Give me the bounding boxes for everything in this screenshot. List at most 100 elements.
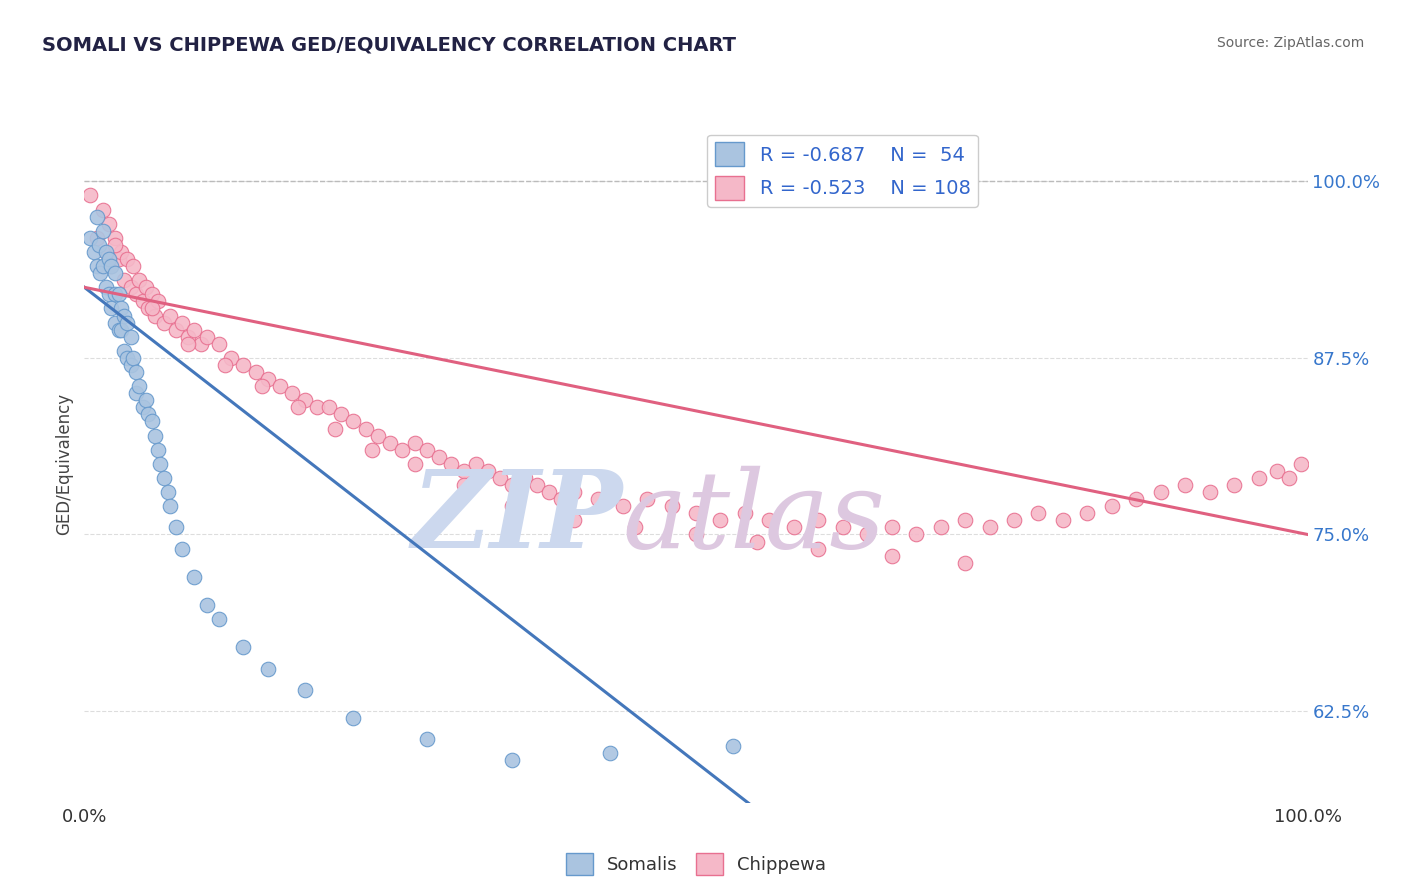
Point [1150, 485, 1173, 500]
Point [513, 471, 536, 485]
Point [1265, 464, 1288, 478]
Point [132, 294, 155, 309]
Point [177, 330, 200, 344]
Point [172, 316, 194, 330]
Point [141, 301, 163, 316]
Point [125, 365, 148, 379]
Point [1174, 478, 1197, 492]
Point [747, 534, 769, 549]
Point [709, 513, 731, 527]
Point [107, 287, 129, 301]
Point [153, 316, 176, 330]
Point [489, 471, 512, 485]
Point [146, 294, 169, 309]
Point [250, 379, 273, 393]
Point [427, 450, 450, 464]
Point [97, 252, 120, 266]
Point [1125, 492, 1147, 507]
Point [195, 598, 218, 612]
Point [112, 343, 135, 358]
Point [120, 280, 142, 294]
Point [128, 273, 150, 287]
Point [96, 280, 118, 294]
Point [367, 428, 389, 442]
Point [79, 188, 101, 202]
Point [501, 478, 523, 492]
Point [1247, 471, 1270, 485]
Point [354, 421, 377, 435]
Point [257, 662, 280, 676]
Point [734, 506, 756, 520]
Point [685, 527, 707, 541]
Point [190, 336, 212, 351]
Point [380, 435, 402, 450]
Point [404, 457, 426, 471]
Point [107, 323, 129, 337]
Point [342, 711, 364, 725]
Point [96, 245, 118, 260]
Point [125, 386, 148, 401]
Point [416, 442, 439, 457]
Text: Source: ZipAtlas.com: Source: ZipAtlas.com [1216, 36, 1364, 50]
Point [1278, 471, 1301, 485]
Point [91, 224, 114, 238]
Point [318, 401, 340, 415]
Point [807, 513, 830, 527]
Point [100, 259, 122, 273]
Point [208, 336, 231, 351]
Point [156, 485, 179, 500]
Point [391, 442, 413, 457]
Point [91, 202, 114, 217]
Point [87, 238, 110, 252]
Point [245, 365, 267, 379]
Point [287, 401, 309, 415]
Point [122, 259, 145, 273]
Point [122, 351, 145, 365]
Point [501, 500, 523, 514]
Point [79, 231, 101, 245]
Point [1076, 506, 1098, 520]
Point [538, 485, 561, 500]
Point [232, 640, 254, 655]
Point [115, 316, 138, 330]
Point [110, 301, 132, 316]
Point [165, 323, 187, 337]
Point [880, 520, 903, 534]
Point [526, 478, 548, 492]
Point [104, 316, 127, 330]
Point [183, 570, 205, 584]
Point [159, 500, 181, 514]
Point [685, 506, 707, 520]
Point [143, 428, 166, 442]
Point [104, 287, 127, 301]
Point [135, 393, 157, 408]
Point [453, 464, 475, 478]
Point [125, 287, 148, 301]
Point [89, 266, 111, 280]
Point [612, 500, 634, 514]
Point [115, 252, 138, 266]
Point [453, 478, 475, 492]
Point [159, 309, 181, 323]
Point [86, 259, 108, 273]
Point [165, 520, 187, 534]
Point [416, 732, 439, 747]
Point [294, 393, 316, 408]
Point [624, 520, 647, 534]
Point [661, 500, 683, 514]
Point [269, 379, 291, 393]
Point [195, 330, 218, 344]
Point [1223, 478, 1246, 492]
Y-axis label: GED/Equivalency: GED/Equivalency [55, 392, 73, 535]
Point [323, 421, 346, 435]
Point [153, 471, 176, 485]
Point [979, 520, 1001, 534]
Point [477, 464, 499, 478]
Point [281, 386, 304, 401]
Point [599, 747, 621, 761]
Point [404, 435, 426, 450]
Point [294, 682, 316, 697]
Text: SOMALI VS CHIPPEWA GED/EQUIVALENCY CORRELATION CHART: SOMALI VS CHIPPEWA GED/EQUIVALENCY CORRE… [42, 36, 737, 54]
Point [464, 457, 486, 471]
Point [214, 358, 236, 372]
